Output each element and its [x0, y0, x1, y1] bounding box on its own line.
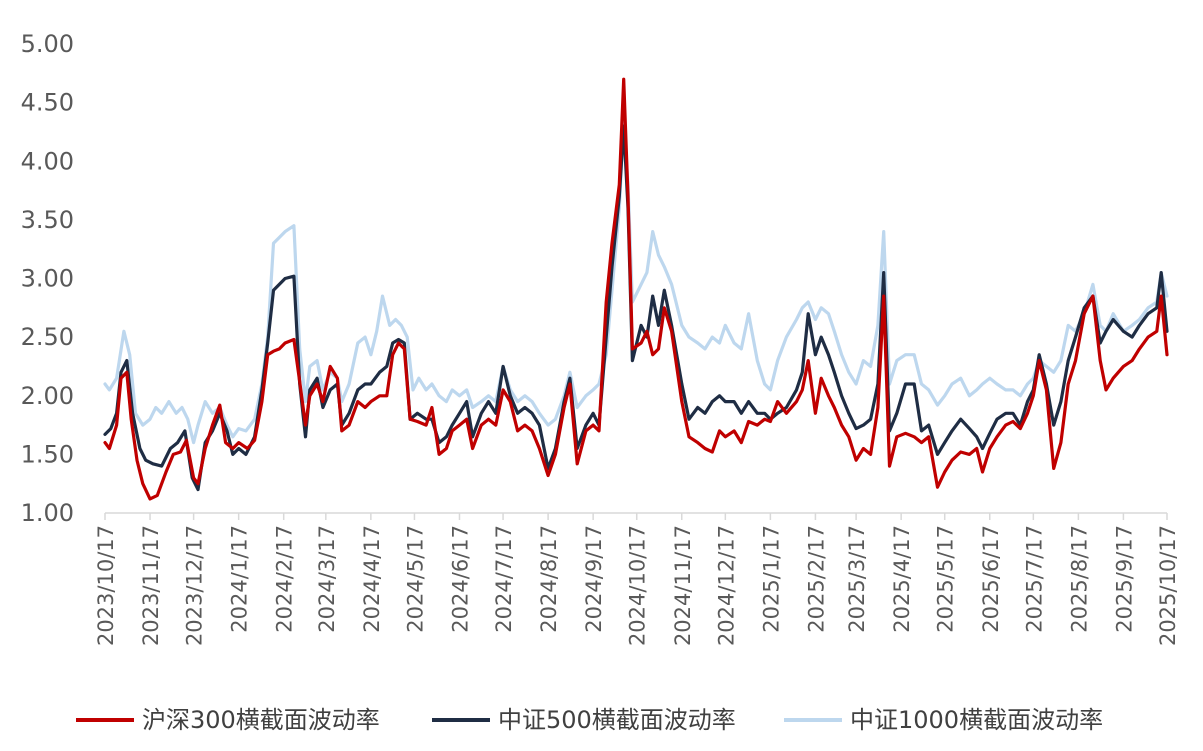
x-tick-label: 2025/6/17: [979, 525, 1003, 633]
legend: 沪深300横截面波动率 中证500横截面波动率 中证1000横截面波动率: [76, 706, 1103, 734]
y-tick-label: 5.00: [21, 30, 74, 58]
x-tick-label: 2025/2/17: [804, 525, 828, 633]
series-group: [103, 77, 1169, 501]
y-tick-label: 2.00: [21, 382, 74, 410]
x-tick-label: 2025/1/17: [759, 525, 783, 633]
y-tick-label: 4.00: [21, 147, 74, 175]
x-tick-label: 2024/4/17: [360, 525, 384, 633]
x-tick-label: 2024/5/17: [403, 525, 427, 633]
x-tick-label: 2025/10/17: [1156, 525, 1180, 646]
legend-label: 中证500横截面波动率: [498, 706, 736, 734]
x-tick-label: 2024/11/17: [671, 525, 695, 646]
x-tick-label: 2025/5/17: [934, 525, 958, 633]
x-tick-label: 2024/9/17: [582, 525, 606, 633]
y-tick-label: 3.50: [21, 206, 74, 234]
x-tick-label: 2024/3/17: [315, 525, 339, 633]
legend-label: 中证1000横截面波动率: [850, 706, 1103, 734]
series-line-1: [103, 77, 1169, 501]
legend-item: 中证1000横截面波动率: [784, 706, 1103, 734]
y-tick-label: 3.00: [21, 265, 74, 293]
x-axis: 2023/10/17 2023/11/17 2023/12/17 2024/1/17 2…: [94, 512, 1180, 646]
x-tick-label: 2023/12/17: [183, 525, 207, 646]
x-tick-label: 2024/2/17: [273, 525, 297, 633]
x-tick-label: 2024/1/17: [228, 525, 252, 633]
x-tick-label: 2024/7/17: [492, 525, 516, 633]
legend-label: 沪深300横截面波动率: [142, 706, 380, 734]
x-tick-label: 2024/12/17: [714, 525, 738, 646]
y-tick-label: 4.50: [21, 89, 74, 117]
x-tick-label: 2025/7/17: [1022, 525, 1046, 633]
x-tick-label: 2024/8/17: [537, 525, 561, 633]
series-line-2: [103, 124, 1169, 492]
x-tick-label: 2024/10/17: [626, 525, 650, 646]
x-tick-label: 2024/6/17: [448, 525, 472, 633]
legend-item: 沪深300横截面波动率: [76, 706, 380, 734]
x-tick-label: 2023/10/17: [94, 525, 118, 646]
y-tick-label: 2.50: [21, 323, 74, 351]
y-tick-label: 1.00: [21, 499, 74, 527]
x-tick-label: 2025/9/17: [1112, 525, 1136, 633]
legend-item: 中证500横截面波动率: [432, 706, 736, 734]
x-tick-label: 2025/3/17: [845, 525, 869, 633]
y-tick-label: 1.50: [21, 440, 74, 468]
x-tick-label: 2023/11/17: [139, 525, 163, 646]
y-axis: 1.00 1.50 2.00 2.50 3.00 3.50 4.00 4.50 5.00: [21, 30, 74, 527]
x-tick-label: 2025/8/17: [1067, 525, 1091, 633]
series-line-3: [103, 118, 1169, 445]
x-tick-label: 2025/4/17: [890, 525, 914, 633]
